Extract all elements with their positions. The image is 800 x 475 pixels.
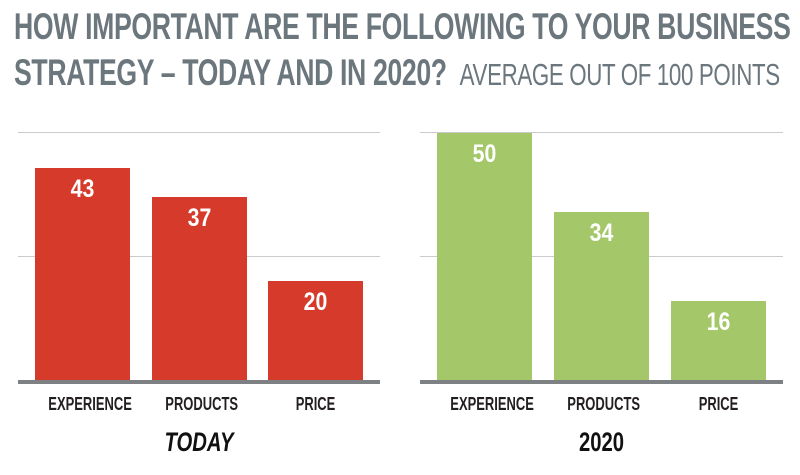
axis-title: TODAY [164, 427, 234, 457]
title-line-2-row: STRATEGY – TODAY AND IN 2020? AVERAGE OUT… [14, 50, 800, 96]
bar-price: 16 [671, 301, 766, 380]
bar-products: 37 [151, 197, 247, 380]
bar-value-label: 34 [589, 219, 614, 247]
bar-value-label: 20 [303, 288, 328, 316]
title-line-2: STRATEGY – TODAY AND IN 2020? [14, 52, 447, 93]
axis-title: 2020 [578, 427, 625, 457]
gridline-50 [18, 132, 380, 133]
categories-row: EXPERIENCE PRODUCTS PRICE [18, 395, 380, 413]
chart-2020: 50 34 16 EXPERIENCE PRODUCTS PRICE 2020 [420, 108, 783, 456]
title-line-1-row: HOW IMPORTANT ARE THE FOLLOWING TO YOUR … [14, 4, 800, 50]
bar-value-label: 43 [70, 175, 95, 203]
bar-experience: 50 [437, 133, 532, 380]
bar-experience: 43 [35, 168, 130, 380]
bar-price: 20 [268, 281, 363, 380]
bars-row: 50 34 16 [420, 108, 783, 380]
title-subtitle: AVERAGE OUT OF 100 POINTS [459, 57, 780, 92]
category-label-products: PRODUCTS [164, 394, 238, 414]
category-label-experience: EXPERIENCE [450, 394, 534, 414]
bar-products: 34 [554, 212, 649, 380]
chart-title: HOW IMPORTANT ARE THE FOLLOWING TO YOUR … [14, 4, 800, 96]
category-label-price: PRICE [698, 394, 739, 414]
bar-value-label: 37 [187, 204, 211, 232]
category-label-price: PRICE [295, 394, 336, 414]
plot-area-2020: 50 34 16 [420, 108, 783, 384]
categories-row: EXPERIENCE PRODUCTS PRICE [420, 395, 783, 413]
bars-row: 43 37 20 [18, 108, 380, 380]
bar-value-label: 50 [472, 140, 497, 168]
category-label-experience: EXPERIENCE [48, 394, 132, 414]
title-line-1: HOW IMPORTANT ARE THE FOLLOWING TO YOUR … [14, 6, 791, 47]
chart-today: 43 37 20 EXPERIENCE PRODUCTS PRICE TODAY [18, 108, 380, 456]
plot-area-today: 43 37 20 [18, 108, 380, 384]
gridline-50 [420, 132, 783, 133]
title-line-2-scale: STRATEGY – TODAY AND IN 2020? AVERAGE OUT… [14, 50, 780, 104]
category-label-products: PRODUCTS [567, 394, 641, 414]
bar-value-label: 16 [706, 308, 731, 336]
